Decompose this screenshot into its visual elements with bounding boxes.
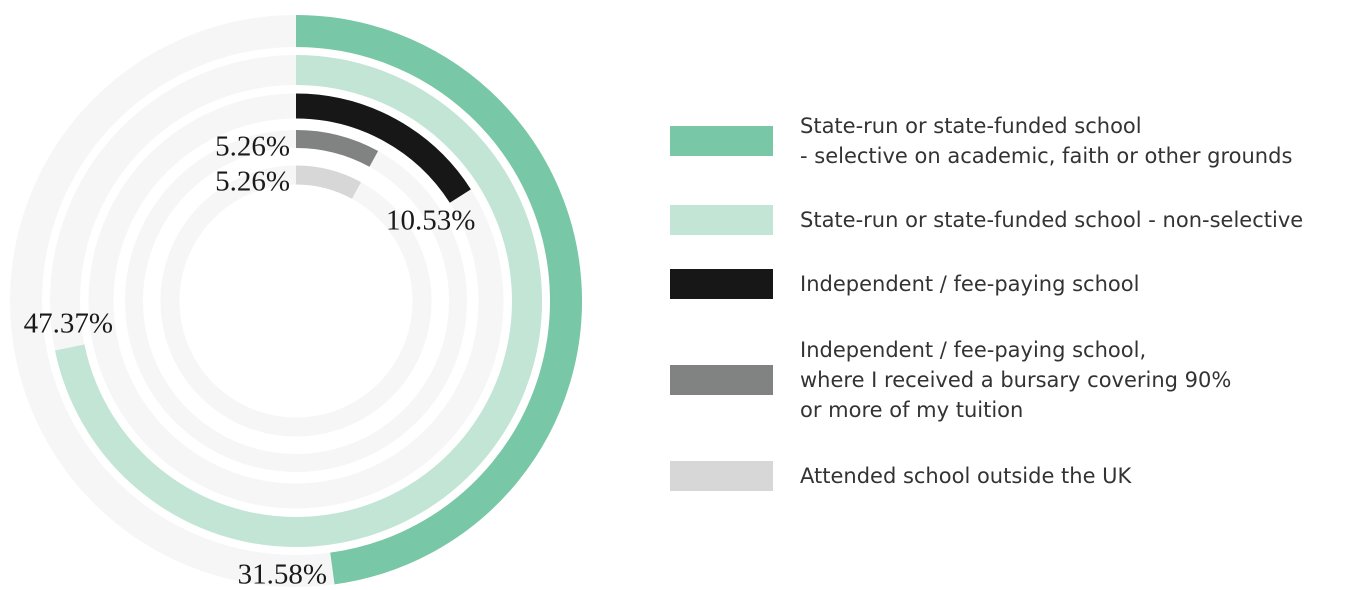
legend-item: State-run or state-funded school - non-s… (670, 205, 1303, 235)
chart: 31.58% 47.37% 10.53% 5.26%5.26% (10, 15, 582, 590)
legend-label: Attended school outside the UK (800, 464, 1132, 488)
value-label: 5.26% (215, 166, 290, 198)
radial-bar (295, 93, 471, 203)
legend-swatch (670, 269, 773, 299)
value-label: 47.37% (24, 308, 113, 340)
ring-track (160, 165, 432, 437)
radial-bar (295, 130, 379, 167)
legend-swatch (670, 205, 773, 235)
legend-item: Independent / fee-paying school, where I… (670, 335, 1231, 425)
legend-swatch (670, 126, 773, 156)
radial-bar (295, 15, 582, 585)
legend-label: State-run or state-funded school - selec… (800, 114, 1293, 168)
legend-item: Attended school outside the UK (670, 461, 1131, 491)
legend-label: Independent / fee-paying school (800, 272, 1140, 296)
ring-track (125, 130, 467, 472)
legend-swatch (670, 365, 773, 395)
legend-label: Independent / fee-paying school, where I… (800, 338, 1232, 422)
radial-bar (295, 165, 362, 199)
radial-bar (55, 55, 542, 547)
legend-item: State-run or state-funded school - selec… (670, 111, 1292, 171)
legend-label: State-run or state-funded school - non-s… (800, 208, 1304, 232)
legend-item: Independent / fee-paying school (670, 269, 1139, 299)
value-label: 10.53% (386, 205, 475, 237)
value-label: 5.26% (215, 131, 290, 163)
legend-swatch (670, 461, 773, 491)
value-label: 31.58% (238, 559, 327, 590)
